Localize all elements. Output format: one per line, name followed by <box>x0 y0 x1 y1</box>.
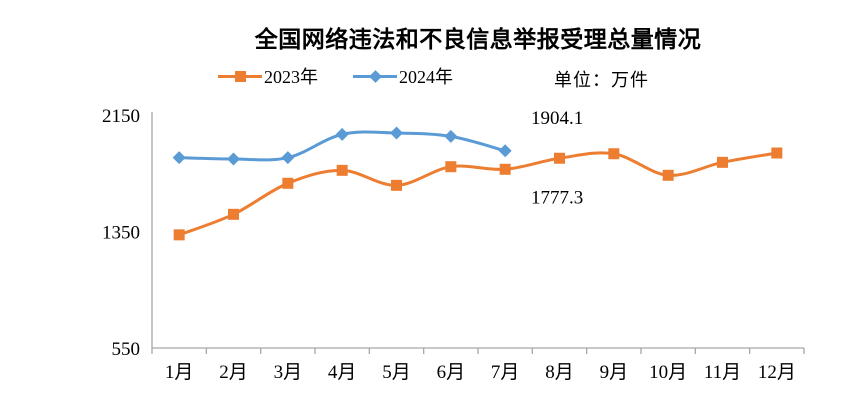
data-point-2023-1 <box>228 208 239 220</box>
chart-title: 全国网络违法和不良信息举报受理总量情况 <box>254 26 702 52</box>
data-point-2023-11 <box>771 147 783 159</box>
data-point-2023-2 <box>282 177 294 189</box>
unit-label: 单位：万件 <box>554 70 649 90</box>
data-point-2023-7 <box>554 152 565 164</box>
x-tick-label: 10月 <box>649 362 687 383</box>
data-point-2024-0 <box>172 151 186 165</box>
legend-marker-2024-diamond-icon <box>353 66 397 86</box>
x-tick-label: 9月 <box>600 362 629 383</box>
data-point-2023-9 <box>662 169 674 181</box>
legend-label-2023: 2023年 <box>264 67 318 87</box>
x-tick-label: 7月 <box>491 362 520 383</box>
data-point-2024-6 <box>498 144 512 158</box>
x-tick-label: 1月 <box>165 362 194 383</box>
x-tick-label: 2月 <box>219 362 248 383</box>
data-point-2023-4 <box>391 179 402 191</box>
y-tick-label: 2150 <box>102 106 140 127</box>
series-line-2023 <box>177 151 779 237</box>
data-point-2024-4 <box>390 126 403 140</box>
data-point-2023-5 <box>445 161 457 173</box>
data-point-2024-5 <box>444 129 458 143</box>
legend-marker-2023-square-icon <box>218 66 262 86</box>
data-point-2024-1 <box>227 152 240 166</box>
x-tick-label: 4月 <box>328 362 357 383</box>
x-tick-label: 12月 <box>758 362 796 383</box>
y-tick-label: 550 <box>112 339 141 360</box>
x-tick-label: 11月 <box>704 362 741 383</box>
x-tick-label: 5月 <box>382 362 411 383</box>
legend-item-2024: 2024年 <box>353 66 453 87</box>
y-tick-label: 1350 <box>102 223 140 244</box>
data-point-2023-6 <box>499 163 511 175</box>
legend-item-2023: 2023年 <box>218 66 318 87</box>
data-point-2023-3 <box>336 164 348 176</box>
data-point-2024-2 <box>281 151 295 165</box>
x-tick-label: 6月 <box>437 362 466 383</box>
data-point-2023-8 <box>608 148 620 160</box>
legend-label-2024: 2024年 <box>399 67 453 87</box>
annotation-data-label: 1904.1 <box>531 108 583 129</box>
x-tick-label: 3月 <box>274 362 303 383</box>
annotation-data-label: 1777.3 <box>531 187 583 208</box>
data-point-2023-0 <box>173 229 185 241</box>
x-tick-label: 8月 <box>545 362 574 383</box>
data-point-2024-3 <box>335 127 349 141</box>
data-point-2023-10 <box>717 156 728 168</box>
